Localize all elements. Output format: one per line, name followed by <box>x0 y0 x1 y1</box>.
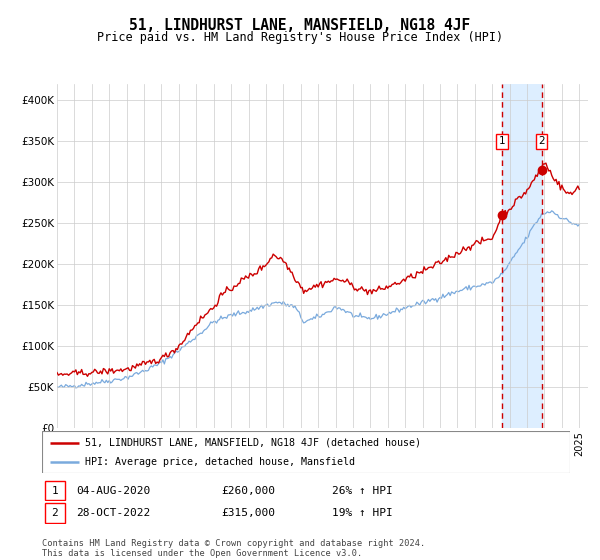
Bar <box>502 84 542 428</box>
Text: 51, LINDHURST LANE, MANSFIELD, NG18 4JF (detached house): 51, LINDHURST LANE, MANSFIELD, NG18 4JF … <box>85 437 421 447</box>
Text: 2: 2 <box>538 137 545 146</box>
Bar <box>44 503 65 522</box>
Text: 51, LINDHURST LANE, MANSFIELD, NG18 4JF: 51, LINDHURST LANE, MANSFIELD, NG18 4JF <box>130 18 470 33</box>
Text: Price paid vs. HM Land Registry's House Price Index (HPI): Price paid vs. HM Land Registry's House … <box>97 31 503 44</box>
Text: 28-OCT-2022: 28-OCT-2022 <box>76 508 151 518</box>
Text: 1: 1 <box>499 137 506 146</box>
Text: £315,000: £315,000 <box>221 508 275 518</box>
Text: £260,000: £260,000 <box>221 486 275 496</box>
Text: 19% ↑ HPI: 19% ↑ HPI <box>332 508 393 518</box>
Text: 1: 1 <box>51 486 58 496</box>
Text: 2: 2 <box>51 508 58 518</box>
Text: 26% ↑ HPI: 26% ↑ HPI <box>332 486 393 496</box>
Text: 04-AUG-2020: 04-AUG-2020 <box>76 486 151 496</box>
Text: Contains HM Land Registry data © Crown copyright and database right 2024.
This d: Contains HM Land Registry data © Crown c… <box>42 539 425 558</box>
Bar <box>44 481 65 500</box>
Text: HPI: Average price, detached house, Mansfield: HPI: Average price, detached house, Mans… <box>85 457 355 467</box>
